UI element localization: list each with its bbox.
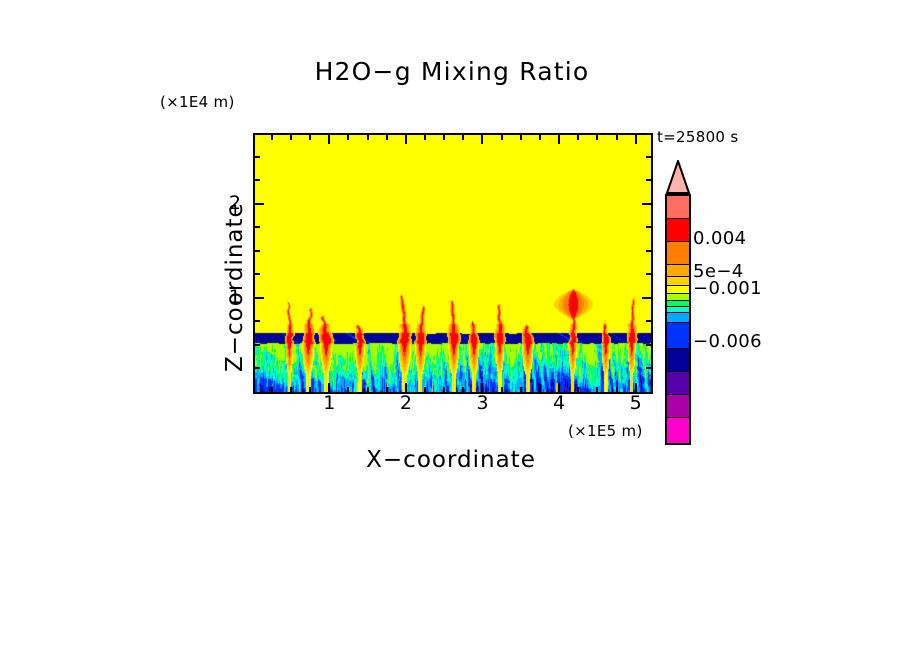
- colorbar-segment: [667, 265, 689, 277]
- colorbar-segment: [667, 294, 689, 301]
- colorbar-segment: [667, 307, 689, 313]
- colorbar-segment: [667, 301, 689, 307]
- x-minor-tick-top: [462, 135, 465, 140]
- x-minor-tick-top: [347, 135, 350, 140]
- colorbar-arrow-icon: [665, 160, 691, 194]
- x-minor-tick: [290, 387, 292, 392]
- colorbar-segments: [665, 194, 691, 445]
- x-minor-tick: [309, 387, 312, 392]
- colorbar-segment: [667, 286, 689, 294]
- x-minor-tick-top: [290, 135, 292, 140]
- colorbar-segment: [667, 313, 689, 323]
- y-axis-title: Z−coordinate: [222, 202, 248, 372]
- x-minor-tick-top: [596, 135, 599, 140]
- y-minor-tick: [255, 273, 260, 276]
- x-axis-multiplier-label: (×1E5 m): [568, 422, 643, 440]
- x-major-tick-top: [558, 135, 561, 144]
- x-tick-label: 4: [553, 392, 566, 414]
- colorbar-segment: [667, 277, 689, 286]
- y-minor-tick: [255, 179, 260, 182]
- x-tick-label: 5: [629, 392, 642, 414]
- x-major-tick-top: [481, 135, 484, 144]
- y-minor-tick: [255, 226, 260, 229]
- y-tick-label: 2: [228, 191, 241, 214]
- colorbar-tick-label: −0.006: [693, 331, 763, 352]
- x-axis-title: X−coordinate: [366, 447, 536, 473]
- x-minor-tick-top: [577, 135, 580, 140]
- x-minor-tick: [270, 387, 273, 392]
- y-minor-tick: [255, 320, 260, 323]
- colorbar-tick-label: 5e−4: [693, 261, 744, 282]
- colorbar-segment: [667, 372, 689, 395]
- colorbar-tick-label: −0.001: [693, 278, 763, 299]
- x-major-tick: [481, 383, 484, 392]
- timestamp-annotation: t=25800 s: [657, 128, 739, 146]
- x-minor-tick-top: [270, 135, 273, 140]
- colorbar-segment: [667, 219, 689, 242]
- contour-field-canvas: [255, 135, 651, 392]
- y-major-tick-right: [642, 296, 651, 299]
- x-minor-tick: [538, 387, 541, 392]
- y-minor-tick: [255, 249, 260, 252]
- y-minor-tick-right: [646, 226, 651, 229]
- y-minor-tick-right: [646, 179, 651, 182]
- y-minor-tick: [255, 155, 260, 158]
- colorbar-segment: [667, 395, 689, 418]
- y-tick-label: 1: [228, 285, 241, 308]
- y-minor-tick-right: [646, 155, 651, 158]
- x-minor-tick: [519, 387, 522, 392]
- x-tick-label: 2: [399, 392, 412, 414]
- x-major-tick: [404, 383, 407, 392]
- x-tick-label: 3: [476, 392, 489, 414]
- y-major-tick: [255, 202, 264, 205]
- y-minor-tick-right: [646, 367, 651, 370]
- x-minor-tick-top: [366, 135, 369, 140]
- x-minor-tick-top: [385, 135, 388, 140]
- colorbar-segment: [667, 418, 689, 443]
- y-minor-tick-right: [646, 273, 651, 276]
- x-major-tick: [634, 383, 637, 392]
- y-minor-tick: [255, 343, 260, 346]
- x-major-tick-top: [328, 135, 331, 144]
- x-minor-tick: [596, 387, 599, 392]
- x-major-tick-top: [404, 135, 407, 144]
- page-title: H2O−g Mixing Ratio: [314, 57, 590, 86]
- colorbar-segment: [667, 242, 689, 265]
- x-minor-tick-top: [538, 135, 541, 140]
- x-major-tick-top: [634, 135, 637, 144]
- x-minor-tick-top: [443, 135, 446, 140]
- colorbar: [665, 160, 691, 445]
- x-minor-tick-top: [500, 135, 503, 140]
- y-minor-tick-right: [646, 343, 651, 346]
- x-minor-tick: [577, 387, 580, 392]
- y-major-tick: [255, 296, 264, 299]
- x-minor-tick: [500, 387, 503, 392]
- x-minor-tick: [366, 387, 369, 392]
- colorbar-segment: [667, 323, 689, 349]
- x-minor-tick: [615, 387, 618, 392]
- x-minor-tick: [347, 387, 350, 392]
- x-minor-tick-top: [424, 135, 427, 140]
- y-minor-tick-right: [646, 249, 651, 252]
- y-minor-tick: [255, 367, 260, 370]
- y-axis-multiplier-label: (×1E4 m): [160, 93, 235, 111]
- colorbar-segment: [667, 196, 689, 219]
- x-minor-tick-top: [615, 135, 618, 140]
- x-tick-label: 1: [323, 392, 336, 414]
- plot-area: [253, 133, 653, 394]
- y-major-tick-right: [642, 202, 651, 205]
- x-minor-tick: [385, 387, 388, 392]
- x-minor-tick: [424, 387, 427, 392]
- x-minor-tick-top: [309, 135, 312, 140]
- colorbar-segment: [667, 349, 689, 372]
- x-major-tick: [328, 383, 331, 392]
- x-minor-tick: [462, 387, 465, 392]
- x-minor-tick-top: [519, 135, 522, 140]
- colorbar-tick-label: 0.004: [693, 228, 747, 249]
- x-major-tick: [558, 383, 561, 392]
- y-minor-tick-right: [646, 320, 651, 323]
- x-minor-tick: [443, 387, 446, 392]
